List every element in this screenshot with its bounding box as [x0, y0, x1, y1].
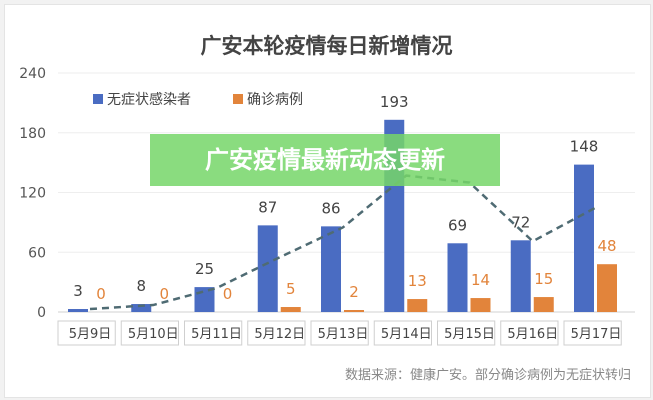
- data-label: 15: [534, 270, 553, 288]
- legend-label: 确诊病例: [247, 92, 303, 108]
- data-label: 13: [408, 272, 427, 290]
- y-tick-label: 120: [19, 186, 46, 202]
- x-tick-label: 5月15日: [444, 327, 495, 342]
- asymptomatic-bar: [68, 309, 88, 312]
- data-label: 69: [448, 216, 467, 234]
- x-tick-label: 5月17日: [571, 327, 622, 342]
- data-label: 86: [321, 199, 340, 217]
- asymptomatic-bar: [574, 164, 594, 312]
- data-label: 25: [195, 260, 214, 278]
- x-tick-box: [310, 320, 369, 346]
- data-label: 72: [511, 213, 530, 231]
- asymptomatic-bar: [257, 225, 278, 312]
- confirmed-bar: [407, 299, 428, 312]
- data-label: 48: [597, 237, 616, 255]
- legend-swatch: [93, 94, 103, 104]
- x-tick-box: [247, 320, 306, 346]
- data-label: 0: [223, 285, 233, 303]
- trend-line: [89, 174, 597, 311]
- overlay-banner-text: 广安疫情最新动态更新: [205, 146, 445, 174]
- y-tick-label: 60: [28, 245, 46, 261]
- legend-swatch: [233, 94, 243, 104]
- x-tick-box: [563, 320, 622, 346]
- x-tick-box: [373, 320, 432, 346]
- confirmed-bar: [597, 264, 617, 312]
- source-note: 数据来源：健康广安。部分确诊病例为无症状转归: [344, 368, 631, 383]
- x-tick-label: 5月13日: [318, 327, 369, 342]
- data-label: 2: [349, 283, 359, 301]
- overlay-banner: 广安疫情最新动态更新: [150, 134, 500, 186]
- asymptomatic-bar: [510, 240, 531, 312]
- data-label: 3: [73, 282, 83, 300]
- chart-title: 广安本轮疫情每日新增情况: [200, 34, 453, 58]
- overlay-banner-background: [150, 134, 500, 186]
- confirmed-bar: [344, 310, 364, 312]
- asymptomatic-bar: [447, 243, 468, 312]
- x-tick-label: 5月16日: [507, 327, 558, 342]
- data-label: 87: [258, 198, 277, 216]
- y-tick-label: 0: [37, 305, 46, 321]
- data-label: 148: [570, 138, 599, 156]
- data-label: 5: [286, 280, 296, 298]
- x-tick-label: 5月14日: [381, 327, 432, 342]
- data-label: 193: [380, 93, 409, 111]
- x-tick-box: [57, 320, 116, 346]
- confirmed-bar: [470, 298, 491, 312]
- x-tick-box: [120, 320, 179, 346]
- data-label: 0: [96, 285, 106, 303]
- data-label: 8: [136, 277, 146, 295]
- x-tick-label: 5月10日: [128, 327, 179, 342]
- asymptomatic-bar: [194, 287, 215, 312]
- x-tick-box: [184, 320, 243, 346]
- y-tick-label: 180: [19, 126, 46, 142]
- x-tick-box: [437, 320, 496, 346]
- y-tick-label: 240: [19, 66, 46, 82]
- asymptomatic-bar: [321, 226, 341, 312]
- x-tick-label: 5月12日: [254, 327, 305, 342]
- asymptomatic-bar: [131, 304, 152, 312]
- x-tick-label: 5月11日: [191, 327, 242, 342]
- x-tick-box: [500, 320, 559, 346]
- data-label: 14: [471, 271, 490, 289]
- legend-label: 无症状感染者: [107, 91, 191, 108]
- x-tick-label: 5月9日: [69, 327, 112, 342]
- confirmed-bar: [280, 307, 301, 312]
- confirmed-bar: [533, 297, 554, 312]
- data-label: 0: [159, 285, 169, 303]
